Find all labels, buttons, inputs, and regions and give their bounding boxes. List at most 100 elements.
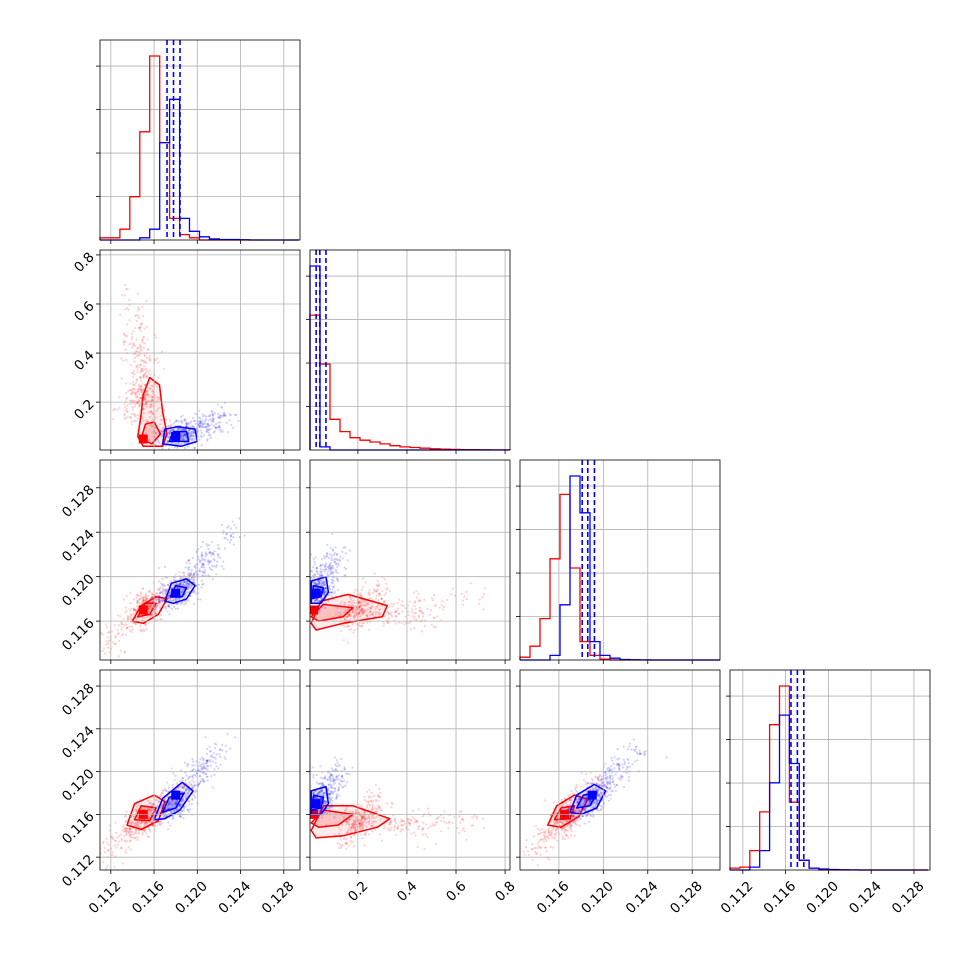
red-scatter-point (134, 808, 138, 812)
blue-scatter-point (167, 596, 170, 599)
red-scatter-point (136, 594, 139, 597)
blue-scatter-point (194, 563, 198, 566)
blue-scatter-point (313, 816, 316, 819)
blue-scatter-point (202, 425, 205, 428)
red-scatter-point (352, 815, 356, 818)
blue-scatter-point (215, 765, 218, 768)
red-scatter-point (532, 835, 535, 838)
blue-scatter-point (569, 798, 572, 801)
blue-scatter-point (165, 807, 168, 811)
red-scatter-point (589, 787, 592, 790)
blue-scatter-point (197, 558, 200, 561)
red-scatter-point (427, 807, 430, 810)
blue-scatter-point (320, 579, 323, 583)
blue-scatter-point (177, 427, 180, 430)
red-scatter-point (145, 393, 148, 396)
red-scatter-point (134, 836, 137, 840)
blue-scatter-point (338, 764, 341, 767)
blue-scatter-point (615, 783, 618, 787)
blue-scatter-point (199, 434, 202, 437)
red-scatter-point (595, 782, 598, 785)
blue-scatter-point (312, 773, 315, 777)
blue-scatter-point (312, 557, 315, 561)
red-scatter-point (369, 609, 372, 613)
blue-scatter-point (636, 759, 639, 762)
blue-scatter-point (218, 426, 221, 429)
blue-scatter-point (168, 431, 171, 434)
blue-scatter-point (609, 783, 612, 786)
red-scatter-point (553, 823, 556, 826)
blue-scatter-point (211, 565, 214, 568)
blue-scatter-point (329, 568, 332, 571)
red-scatter-point (565, 804, 568, 807)
scatter-points-3-0 (100, 733, 237, 870)
red-scatter-point (371, 809, 374, 812)
blue-scatter-point (161, 584, 164, 587)
red-scatter-point (191, 779, 194, 782)
blue-scatter-point (323, 777, 327, 780)
red-scatter-point (564, 833, 567, 836)
blue-scatter-point (615, 763, 618, 767)
red-scatter-point (408, 600, 411, 603)
red-scatter-point (131, 344, 134, 347)
red-scatter-point (138, 327, 141, 330)
red-scatter-point (129, 592, 132, 595)
blue-scatter-point (184, 600, 187, 603)
red-scatter-point (350, 828, 353, 832)
blue-scatter-point (335, 595, 338, 598)
red-scatter-point (354, 614, 357, 617)
blue-scatter-point (187, 422, 190, 425)
red-scatter-point (351, 811, 354, 814)
blue-scatter-point (203, 414, 206, 417)
blue-scatter-point (327, 784, 330, 787)
red-scatter-point (150, 809, 153, 812)
blue-scatter-point (159, 820, 162, 824)
blue-scatter-point (590, 782, 593, 785)
blue-scatter-point (232, 426, 235, 429)
red-scatter-point (137, 383, 140, 386)
red-scatter-point (136, 821, 139, 824)
blue-scatter-point (182, 807, 185, 810)
red-scatter-point (561, 820, 564, 823)
red-scatter-point (116, 408, 119, 411)
blue-scatter-point (175, 583, 178, 586)
red-scatter-point (129, 834, 132, 837)
red-scatter-point (187, 559, 191, 562)
red-scatter-point (402, 604, 405, 608)
blue-scatter-point (198, 438, 201, 441)
red-scatter-point (547, 837, 550, 840)
red-scatter-point (105, 837, 108, 840)
red-scatter-point (139, 326, 142, 329)
red-scatter-point (525, 838, 528, 842)
red-scatter-point (140, 363, 143, 367)
blue-scatter-point (323, 800, 326, 803)
red-scatter-point (114, 636, 117, 639)
blue-scatter-point (222, 530, 225, 533)
blue-scatter-point (161, 447, 164, 450)
red-scatter-point (155, 409, 158, 412)
red-scatter-point (137, 820, 140, 823)
red-scatter-point (459, 821, 462, 824)
red-scatter-point (561, 805, 564, 808)
blue-scatter-point (210, 775, 213, 778)
blue-scatter-point (211, 411, 214, 414)
red-scatter-point (565, 808, 568, 811)
red-scatter-point (554, 828, 557, 832)
red-scatter-point (114, 821, 117, 825)
red-scatter-point (174, 802, 177, 805)
blue-scatter-point (191, 424, 194, 427)
blue-scatter-point (165, 418, 168, 421)
blue-scatter-point (178, 803, 181, 806)
red-scatter-point (130, 613, 133, 617)
blue-scatter-point (324, 607, 327, 610)
blue-scatter-point (337, 774, 341, 777)
red-scatter-point (135, 338, 138, 341)
red-scatter-point (149, 359, 152, 362)
blue-scatter-point (589, 800, 592, 803)
red-scatter-point (393, 825, 396, 829)
red-scatter-point (150, 423, 153, 426)
blue-scatter-point (173, 809, 176, 812)
red-scatter-point (355, 606, 358, 609)
red-scatter-point (366, 804, 369, 807)
blue-scatter-point (307, 788, 309, 790)
